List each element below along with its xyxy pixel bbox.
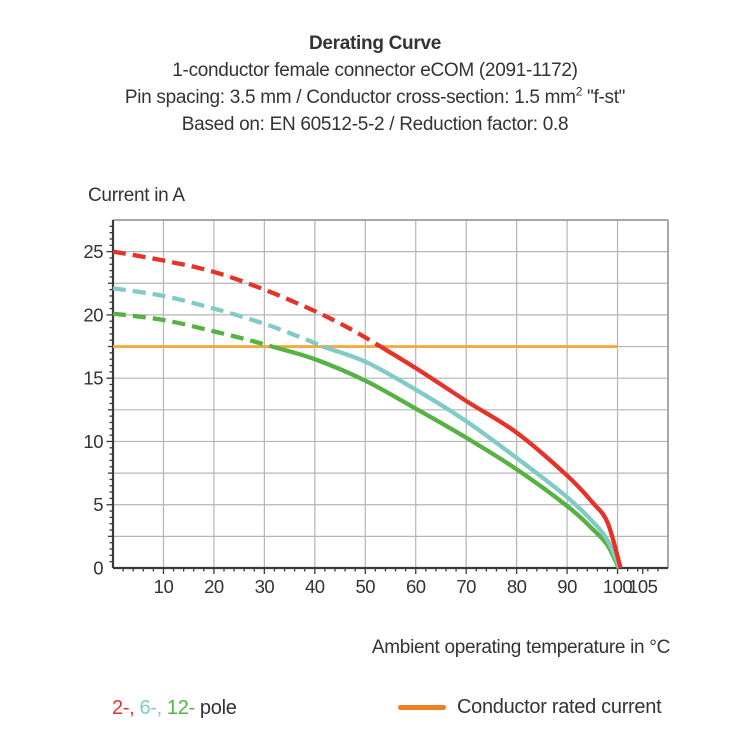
y-tick-label: 5 [93,494,103,515]
x-axis-title: Ambient operating temperature in °C [371,637,670,658]
curve-dashed-2-pole [112,249,382,349]
chart-subtitle-product: 1-conductor female connector eCOM (2091-… [172,60,578,81]
x-tick-label: 30 [255,576,275,597]
x-tick-label: 105 [628,576,658,597]
rated-current-swatch [398,704,446,710]
x-tick-label: 40 [305,576,325,597]
curve-solid-12-pole [271,344,621,569]
x-tick-label: 70 [456,576,476,597]
legend-6-pole: 6-, [139,697,162,719]
y-axis-title: Current in A [88,185,185,206]
specs-text: Pin spacing: 3.5 mm / Conductor cross-se… [124,87,576,108]
x-tick-label: 80 [507,576,527,597]
chart-title: Derating Curve [308,33,441,54]
poles-legend: 2-, 6-, 12- pole [112,697,237,720]
y-tick-label: 15 [83,368,103,389]
x-tick-label: 100 [603,576,633,597]
legend-12-pole: 12- [166,697,195,719]
rated-current-legend: Conductor rated current [398,694,662,720]
x-tick-label: 60 [406,576,426,597]
legend-2-pole: 2-, [112,697,135,719]
chart-subtitle-standard: Based on: EN 60512-5-2 / Reduction facto… [181,114,569,135]
x-tick-label: 50 [355,576,375,597]
x-tick-label: 90 [557,576,577,597]
specs-suffix: "f-st" [582,87,626,108]
chart-subtitle-specs: Pin spacing: 3.5 mm / Conductor cross-se… [0,84,750,111]
legend-pole-word: pole [199,697,237,719]
curve-solid-6-pole [321,344,622,569]
y-tick-label: 25 [83,241,103,262]
curve-dashed-6-pole [112,286,324,349]
x-tick-label: 20 [204,576,224,597]
x-tick-label: 10 [154,576,174,597]
y-tick-label: 0 [93,558,103,579]
curve-solid-2-pole [379,344,623,569]
chart-header: Derating Curve 1-conductor female connec… [0,30,750,138]
curve-dashed-12-pole [112,311,273,349]
specs-superscript: 2 [575,84,583,99]
rated-current-label: Conductor rated current [457,695,662,718]
y-tick-label: 10 [83,431,103,452]
y-tick-label: 20 [83,304,103,325]
